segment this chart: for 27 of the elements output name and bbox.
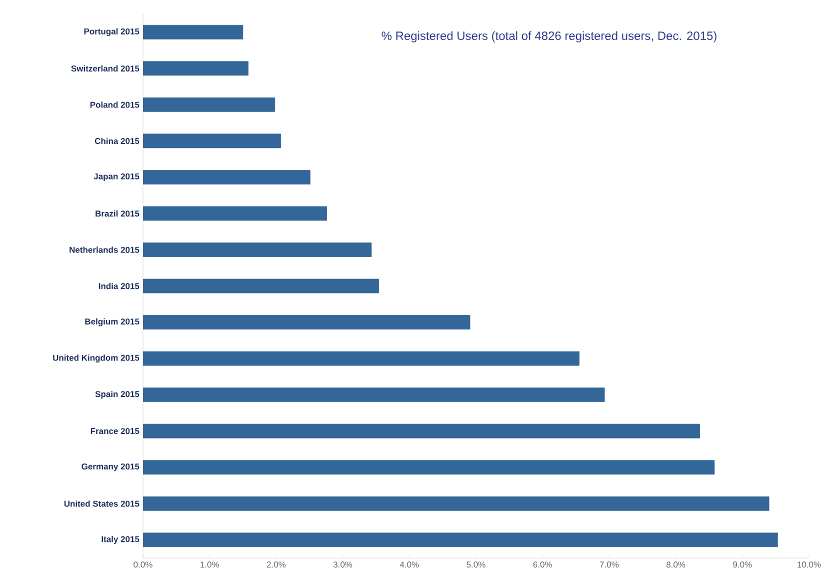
x-tick-label: 0.0% xyxy=(134,562,152,568)
x-tick-label: 8.0% xyxy=(666,562,686,568)
y-tick-label: United States 2015 xyxy=(64,500,140,507)
y-tick-label: Spain 2015 xyxy=(95,390,140,399)
y-tick-label: Brazil 2015 xyxy=(96,210,140,217)
x-tick-label: 4.0% xyxy=(400,562,419,568)
y-tick-label: Italy 2015 xyxy=(102,536,140,544)
y-tick-label: China 2015 xyxy=(94,138,140,144)
y-tick-label: Japan 2015 xyxy=(94,173,140,182)
y-tick-label: Portugal 2015 xyxy=(84,28,140,36)
x-tick-label: 10.0% xyxy=(798,562,821,568)
y-tick-label: India 2015 xyxy=(98,282,140,290)
y-tick-label: Belgium 2015 xyxy=(85,318,140,326)
y-tick-label: Germany 2015 xyxy=(82,463,140,472)
x-tick-label: 5.0% xyxy=(466,562,486,568)
x-tick-label: 3.0% xyxy=(333,562,352,568)
y-tick-label: France 2015 xyxy=(90,428,140,434)
x-tick-label: 7.0% xyxy=(600,562,619,568)
y-tick-label: Poland 2015 xyxy=(90,102,140,108)
x-tick-label: 1.0% xyxy=(200,562,219,568)
x-tick-label: 6.0% xyxy=(533,562,552,568)
y-tick-label: United Kingdom 2015 xyxy=(53,354,140,363)
y-tick-label: Switzerland 2015 xyxy=(71,65,140,72)
x-tick-label: 9.0% xyxy=(733,562,752,568)
y-tick-label: Netherlands 2015 xyxy=(70,246,140,253)
x-tick-label: 2.0% xyxy=(266,562,286,568)
text: % Registered Users (total of 4826 registered users, Dec. 2015) xyxy=(382,31,716,42)
